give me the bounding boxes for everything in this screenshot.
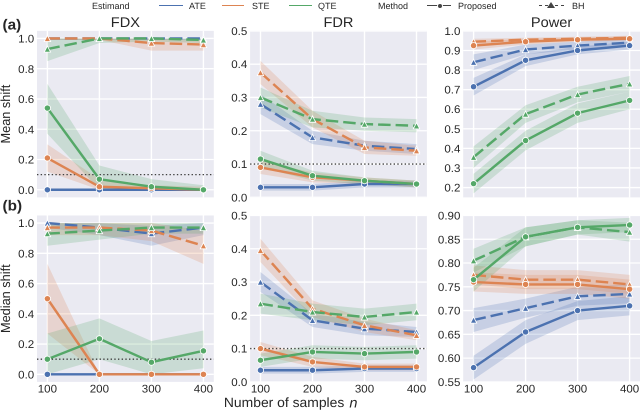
svg-text:1.0: 1.0: [18, 216, 35, 229]
svg-text:(b): (b): [3, 198, 23, 214]
svg-text:Power: Power: [531, 15, 573, 31]
svg-text:Mean shift: Mean shift: [0, 84, 14, 143]
svg-text:200: 200: [303, 382, 323, 395]
svg-text:0.1: 0.1: [231, 342, 248, 355]
svg-text:100: 100: [464, 382, 484, 395]
svg-text:(a): (a): [3, 17, 22, 33]
svg-text:Number of samples: Number of samples: [224, 396, 344, 410]
svg-text:0.4: 0.4: [18, 307, 35, 320]
svg-text:0.4: 0.4: [444, 142, 461, 155]
svg-text:0.5: 0.5: [231, 24, 248, 37]
svg-text:n: n: [349, 396, 357, 410]
svg-text:0.5: 0.5: [444, 122, 461, 135]
svg-text:100: 100: [251, 382, 271, 395]
svg-text:0.8: 0.8: [18, 247, 35, 260]
svg-text:0.8: 0.8: [18, 62, 35, 75]
svg-text:0.0: 0.0: [18, 183, 35, 196]
svg-text:0.4: 0.4: [231, 242, 248, 255]
svg-text:300: 300: [142, 382, 162, 395]
svg-text:0.7: 0.7: [444, 83, 461, 96]
svg-text:100: 100: [38, 382, 58, 395]
svg-text:Median shift: Median shift: [0, 264, 14, 333]
svg-text:0.2: 0.2: [444, 181, 461, 194]
svg-text:0.2: 0.2: [18, 153, 35, 166]
svg-text:0.70: 0.70: [438, 304, 461, 317]
svg-text:0.3: 0.3: [444, 161, 461, 174]
svg-text:300: 300: [355, 382, 375, 395]
svg-text:0.6: 0.6: [18, 277, 35, 290]
svg-text:FDX: FDX: [111, 15, 140, 31]
svg-text:0.0: 0.0: [18, 368, 35, 381]
svg-text:0.2: 0.2: [18, 337, 35, 350]
svg-text:1.0: 1.0: [444, 24, 461, 37]
svg-text:0.85: 0.85: [438, 233, 461, 246]
svg-text:0.2: 0.2: [231, 309, 248, 322]
svg-text:0.75: 0.75: [438, 280, 461, 293]
svg-text:0.60: 0.60: [438, 351, 461, 364]
svg-text:0.8: 0.8: [444, 63, 461, 76]
svg-text:0.1: 0.1: [231, 157, 248, 170]
svg-text:200: 200: [516, 382, 536, 395]
svg-text:400: 400: [407, 382, 427, 395]
svg-text:0.6: 0.6: [18, 92, 35, 105]
svg-text:200: 200: [90, 382, 110, 395]
svg-text:0.65: 0.65: [438, 328, 461, 341]
svg-text:0.0: 0.0: [231, 191, 248, 204]
svg-text:1.0: 1.0: [18, 32, 35, 45]
svg-text:FDR: FDR: [324, 15, 355, 31]
svg-text:300: 300: [568, 382, 588, 395]
svg-text:0.90: 0.90: [438, 209, 461, 222]
svg-text:0.6: 0.6: [444, 103, 461, 116]
svg-text:0.3: 0.3: [231, 91, 248, 104]
svg-text:0.55: 0.55: [438, 375, 461, 388]
svg-text:400: 400: [194, 382, 214, 395]
svg-text:0.80: 0.80: [438, 256, 461, 269]
svg-text:0.0: 0.0: [231, 375, 248, 388]
svg-text:0.2: 0.2: [231, 124, 248, 137]
svg-text:400: 400: [620, 382, 640, 395]
svg-text:0.4: 0.4: [231, 57, 248, 70]
svg-text:0.4: 0.4: [18, 123, 35, 136]
svg-text:0.5: 0.5: [231, 209, 248, 222]
svg-text:0.3: 0.3: [231, 275, 248, 288]
svg-text:0.9: 0.9: [444, 44, 461, 57]
